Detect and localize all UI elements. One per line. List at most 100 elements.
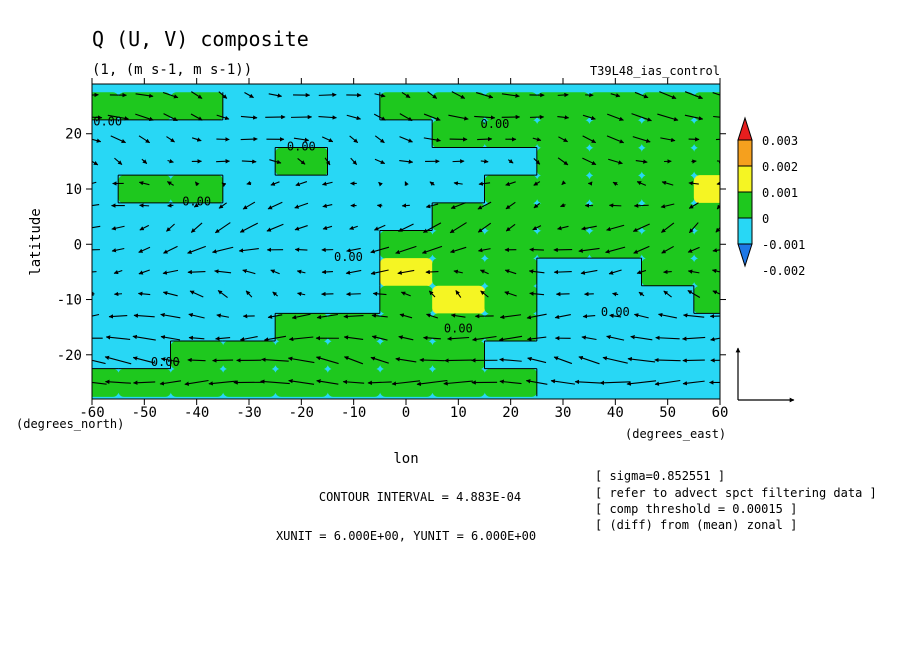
wind-vector	[316, 379, 339, 385]
wind-vector	[92, 271, 97, 273]
wind-vector	[162, 91, 179, 99]
field-cell	[327, 119, 381, 149]
wind-vector	[399, 313, 413, 319]
wind-vector	[343, 335, 364, 341]
wind-vector	[395, 357, 417, 363]
x-tick-label: -20	[289, 405, 314, 421]
wind-vector	[132, 356, 156, 364]
field-cell	[275, 175, 329, 204]
wind-vector	[711, 268, 720, 274]
colorbar-cap-bottom	[737, 243, 753, 268]
wind-vector	[137, 291, 151, 297]
wind-vector	[105, 379, 131, 385]
colorbar-segment	[737, 217, 753, 245]
wind-vector	[423, 335, 441, 341]
wind-vector	[291, 313, 311, 320]
wind-vector	[713, 115, 720, 118]
wind-vector	[455, 290, 462, 298]
wind-vector	[425, 269, 439, 275]
wind-vector	[398, 223, 414, 232]
wind-vector	[627, 356, 656, 363]
wind-vector	[349, 225, 358, 230]
field-cell	[327, 230, 381, 259]
wind-vector	[395, 245, 417, 255]
field-cell	[589, 285, 643, 314]
wind-vector	[162, 291, 178, 297]
wind-vector	[193, 203, 200, 208]
wind-vector	[294, 247, 308, 252]
wind-vector	[294, 225, 308, 231]
wind-vector	[421, 245, 443, 254]
wind-vector	[297, 291, 306, 297]
field-cell	[693, 175, 720, 204]
y-tick-label: -20	[57, 348, 82, 364]
colorbar-label: -0.002	[762, 264, 805, 278]
field-cell	[693, 258, 720, 287]
wind-vector	[682, 380, 705, 386]
wind-vector	[92, 138, 102, 143]
wind-vector	[110, 135, 126, 144]
wind-vector	[659, 91, 677, 100]
contour-label: 0.00	[93, 114, 122, 128]
wind-vector	[578, 247, 600, 253]
wind-vector	[607, 113, 624, 121]
field-cell	[432, 92, 486, 121]
wind-vector	[160, 312, 181, 319]
colorbar-segment	[737, 191, 753, 219]
wind-vector	[452, 159, 465, 164]
wind-vector	[370, 246, 390, 254]
wind-vector	[294, 202, 309, 209]
wind-vector	[688, 202, 699, 209]
field-cell	[589, 230, 643, 259]
field-cell	[693, 368, 720, 397]
x-tick-label: -50	[132, 405, 157, 421]
wind-vector	[582, 135, 597, 144]
wind-vector	[477, 201, 492, 210]
field-cell	[589, 175, 643, 204]
field-cell	[222, 230, 276, 259]
wind-vector	[480, 269, 489, 275]
field-cell	[275, 313, 329, 342]
wind-vector	[715, 137, 720, 142]
wind-vector	[238, 248, 259, 253]
field-cell	[118, 313, 172, 342]
wind-vector	[478, 181, 491, 186]
wind-vector	[295, 181, 308, 187]
field-cell	[222, 92, 276, 121]
field-cell	[641, 230, 695, 259]
wind-vector	[373, 224, 386, 231]
field-cell	[222, 175, 276, 204]
field-cell	[92, 285, 119, 314]
field-cell	[275, 202, 329, 232]
contour-interval-text: CONTOUR INTERVAL = 4.883E-04	[319, 490, 521, 504]
x-tick-label: 20	[502, 405, 519, 421]
wind-vector	[657, 113, 679, 122]
field-cell	[693, 119, 720, 149]
wind-vector	[448, 114, 469, 121]
field-cell	[327, 175, 381, 204]
wind-vector	[166, 223, 175, 232]
field-cell	[222, 313, 276, 342]
wind-vector	[374, 158, 386, 165]
wind-vector	[478, 248, 491, 253]
field-cell	[641, 202, 695, 232]
wind-vector	[269, 159, 282, 165]
field-cell	[170, 285, 224, 314]
wind-vector	[92, 115, 103, 120]
colorbar: 0.003 0.002 0.001 0 -0.001 -0.002	[737, 116, 805, 278]
wind-vector	[472, 335, 497, 342]
x-tick-label: 10	[450, 405, 467, 421]
wind-vector	[425, 203, 439, 209]
wind-vector	[550, 379, 576, 385]
field-cell	[432, 340, 486, 370]
field-cell	[432, 175, 486, 204]
wind-vector	[477, 136, 493, 142]
wind-vector	[655, 335, 680, 341]
wind-vector	[684, 114, 704, 121]
wind-vector	[716, 181, 720, 186]
wind-vector	[113, 269, 123, 275]
wind-vector	[214, 222, 231, 234]
wind-vector	[608, 203, 622, 208]
wind-vector	[297, 158, 306, 165]
field-cell	[118, 285, 172, 314]
